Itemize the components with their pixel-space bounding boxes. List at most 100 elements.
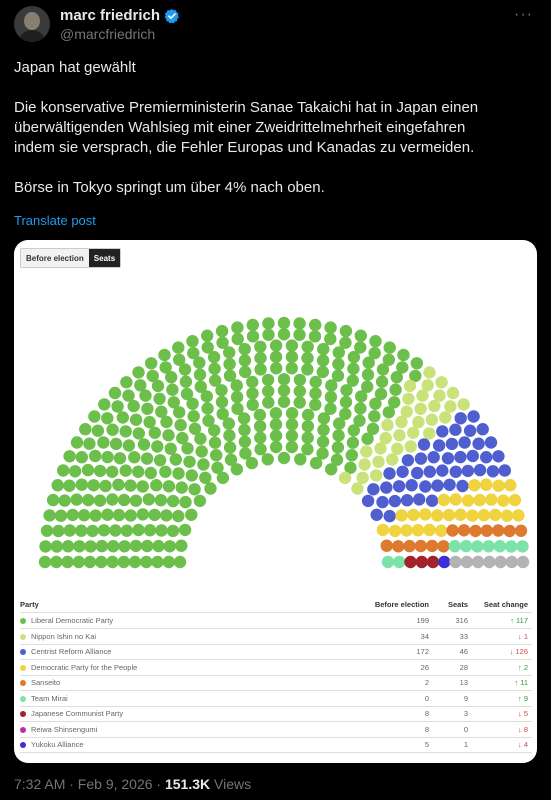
seat-dot: [395, 509, 408, 522]
seat-dot: [239, 447, 252, 460]
seat-dot: [484, 436, 498, 449]
seat-dot: [253, 420, 267, 433]
seat-dot: [172, 509, 185, 523]
author-handle[interactable]: @marcfriedrich: [60, 26, 156, 42]
seat-dot: [431, 509, 444, 522]
seat-dot: [188, 422, 202, 435]
seat-dot: [139, 389, 152, 402]
table-row: Sanseito 2 13 ↑ 11: [20, 676, 532, 691]
seat-dot: [433, 389, 446, 402]
seat-dot: [400, 405, 413, 418]
avatar[interactable]: [14, 6, 50, 42]
toggle-before-election[interactable]: Before election: [21, 249, 89, 267]
party-color-dot: [20, 695, 26, 702]
seat-dot: [186, 397, 199, 410]
table-header: Party Before election Seats Seat change: [20, 598, 532, 613]
seat-dot: [514, 524, 528, 537]
seat-dot: [269, 440, 283, 454]
seat-dot: [162, 555, 175, 569]
seat-dot: [446, 386, 460, 400]
seat-dot: [293, 317, 306, 330]
seat-dot: [473, 493, 486, 507]
seat-dot: [185, 508, 198, 521]
party-name: Reiwa Shinsengumi: [31, 724, 98, 734]
table-row: Centrist Reform Alliance 172 46 ↓ 126: [20, 645, 532, 660]
seat-dot: [285, 429, 299, 442]
seat-dot: [356, 471, 369, 484]
more-options-icon[interactable]: ···: [514, 6, 533, 23]
seat-dot: [158, 348, 171, 362]
seat-change-value: ↓ 126: [509, 647, 528, 656]
seat-dot: [164, 442, 177, 455]
seat-dot: [382, 353, 395, 366]
seat-dot: [380, 539, 393, 552]
seat-dot: [254, 431, 267, 444]
seat-dot: [469, 524, 482, 538]
seat-dot: [324, 390, 338, 404]
seat-dot: [277, 328, 291, 341]
seat-dot: [188, 483, 201, 496]
views-count: 151.3K: [164, 776, 211, 792]
seat-change-value: ↑ 2: [517, 662, 528, 672]
seat-dot: [457, 524, 471, 537]
post-footer: 7:32 AM · Feb 9, 2026 · 151.3K Views: [14, 776, 251, 792]
seat-dot: [405, 479, 418, 492]
seat-dot: [370, 508, 383, 521]
post-header: marc friedrich @marcfriedrich ···: [14, 4, 537, 44]
before-election-value: 0: [424, 693, 429, 703]
seat-dot: [201, 402, 214, 415]
seat-dot: [383, 341, 396, 354]
seat-dot: [331, 369, 345, 382]
seat-dot: [316, 447, 329, 460]
seat-dot: [210, 449, 223, 462]
before-election-value: 8: [424, 709, 429, 718]
seat-dot: [209, 374, 222, 387]
seat-dot: [423, 523, 436, 537]
author-display-name[interactable]: marc friedrich: [60, 7, 161, 24]
seat-dot: [200, 390, 213, 403]
header-seats: Seats: [447, 600, 468, 609]
seat-dot: [54, 509, 68, 522]
seat-change-value: ↓ 1: [517, 631, 528, 641]
seat-dot: [237, 412, 251, 425]
seat-dot: [416, 389, 429, 402]
seat-dot: [185, 469, 198, 482]
post-text-line: überwältigenden Wahlsieg mit einer Zweid…: [14, 119, 466, 136]
seat-dot: [173, 406, 186, 419]
table-row: Team Mirai 0 9 ↑ 9: [20, 692, 532, 707]
seat-dot: [353, 414, 366, 427]
seat-dot: [339, 336, 352, 349]
seat-dot: [512, 509, 525, 522]
seat-dot: [285, 440, 299, 454]
seat-dot: [254, 340, 267, 353]
seat-dot: [153, 392, 166, 405]
seat-dot: [332, 357, 345, 371]
translate-post-link[interactable]: Translate post: [14, 213, 96, 228]
seat-dot: [439, 411, 452, 424]
seat-change-value: ↑ 11: [514, 678, 528, 687]
seat-dot: [324, 321, 337, 334]
seat-dot: [136, 508, 149, 521]
seat-dot: [66, 508, 79, 522]
seat-dot: [277, 316, 291, 330]
seat-change-value: ↓ 5: [517, 709, 528, 718]
seat-dot: [151, 440, 164, 453]
table-row: Liberal Democratic Party 199 316 ↑ 117: [20, 614, 532, 629]
post-timestamp[interactable]: 7:32 AM · Feb 9, 2026 ·: [14, 776, 165, 792]
seat-dot: [309, 387, 322, 400]
seat-dot: [150, 479, 163, 492]
seat-dot: [332, 429, 345, 442]
author-name-row[interactable]: marc friedrich: [60, 7, 180, 24]
seat-dot: [404, 440, 417, 453]
seat-dot: [396, 465, 409, 478]
toggle-seats[interactable]: Seats: [88, 249, 121, 267]
seat-dot: [119, 464, 132, 477]
seat-dot: [411, 466, 424, 480]
party-color-dot: [20, 618, 26, 624]
seat-dot: [454, 412, 467, 425]
seats-value: 9: [463, 693, 468, 703]
seat-dot: [95, 539, 109, 553]
election-chart-card[interactable]: Before election Seats Party Before elect…: [14, 240, 537, 763]
seat-dot: [199, 471, 212, 484]
seat-dot: [400, 494, 414, 507]
